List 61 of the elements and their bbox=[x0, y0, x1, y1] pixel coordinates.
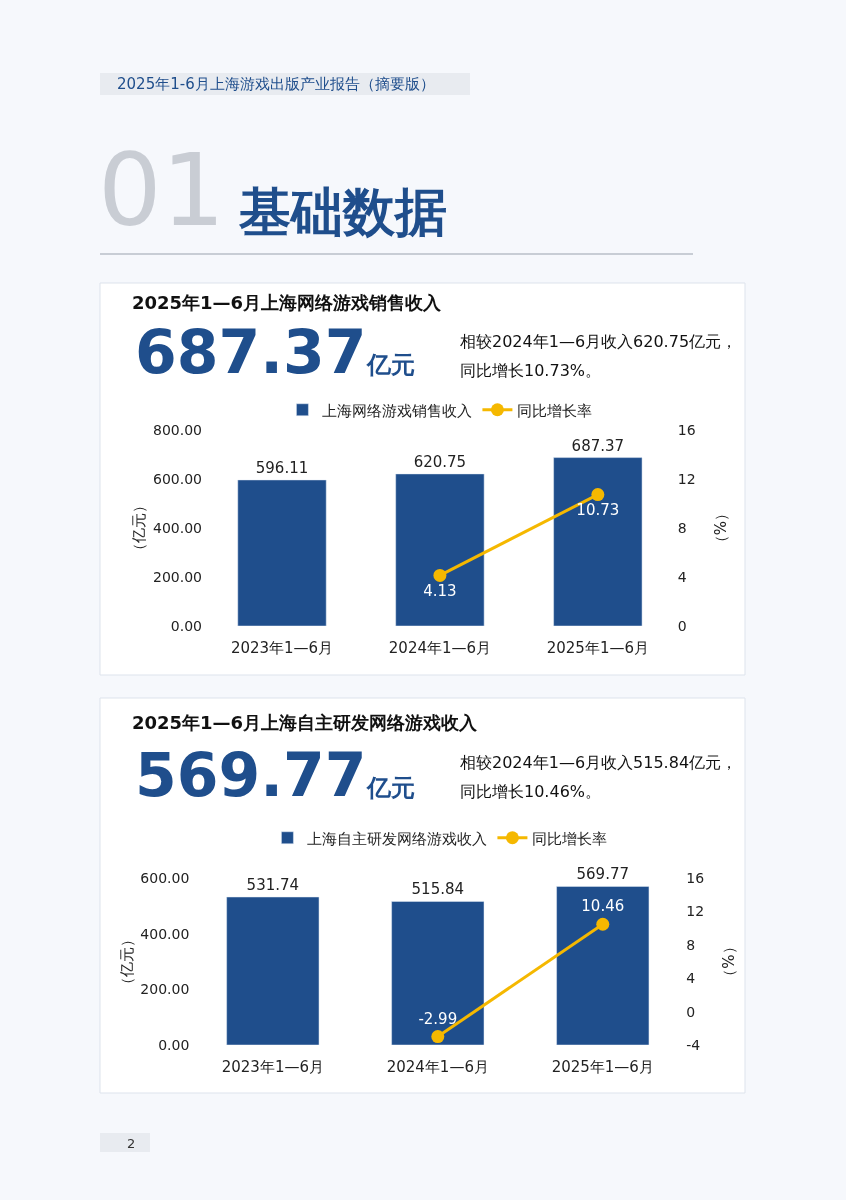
legend-label: 同比增长率 bbox=[517, 401, 593, 420]
text: 687.37亿元 bbox=[135, 317, 415, 387]
y2-tick-label: 4 bbox=[677, 568, 687, 585]
x-tick-label: 2024年1—6月 bbox=[388, 639, 492, 657]
data-label: 10.46 bbox=[581, 897, 625, 916]
x-tick-label: 2025年1—6月 bbox=[546, 639, 649, 657]
y-tick-label: 400.00 bbox=[140, 925, 190, 942]
y2-axis-title: （%） bbox=[720, 939, 739, 984]
x-tick-label: 2023年1—6月 bbox=[230, 639, 334, 657]
y-tick-label: 600.00 bbox=[153, 470, 203, 487]
chart-title: 2025年1—6月上海网络游戏销售收入 bbox=[132, 292, 443, 313]
y-tick-label: 400.00 bbox=[153, 519, 203, 536]
y-axis-title: （亿元） bbox=[117, 931, 136, 992]
text: 同比增长10.46%。 bbox=[460, 782, 602, 801]
text: 基础数据 bbox=[238, 182, 447, 242]
y2-axis-title: （%） bbox=[711, 505, 730, 551]
legend-label: 上海网络游戏销售收入 bbox=[322, 401, 473, 420]
data-label: 531.74 bbox=[246, 876, 300, 894]
data-label: 515.84 bbox=[411, 880, 465, 899]
bar bbox=[556, 886, 650, 1045]
data-label: 687.37 bbox=[571, 436, 625, 455]
y2-tick-label: 4 bbox=[686, 970, 696, 987]
y-tick-label: 200.00 bbox=[153, 568, 203, 585]
y-tick-label: 0.00 bbox=[170, 617, 203, 634]
bar bbox=[237, 479, 327, 626]
y2-tick-label: 16 bbox=[677, 421, 696, 438]
text: 2 bbox=[127, 1136, 136, 1151]
y2-tick-label: 8 bbox=[686, 936, 696, 953]
y2-tick-label: 12 bbox=[677, 470, 696, 487]
data-label: 569.77 bbox=[576, 865, 630, 884]
y-axis-title: （亿元） bbox=[130, 498, 149, 558]
text: 同比增长10.73%。 bbox=[460, 361, 602, 380]
chart-title: 2025年1—6月上海自主研发网络游戏收入 bbox=[132, 712, 479, 733]
data-label: -2.99 bbox=[418, 1009, 458, 1028]
text: 相较2024年1—6月收入515.84亿元， bbox=[460, 753, 738, 772]
bar bbox=[553, 457, 643, 626]
x-tick-label: 2023年1—6月 bbox=[221, 1058, 324, 1076]
data-label: 10.73 bbox=[576, 500, 620, 519]
data-label: 620.75 bbox=[413, 452, 467, 471]
y-tick-label: 0.00 bbox=[158, 1036, 190, 1053]
y-tick-label: 200.00 bbox=[140, 981, 190, 998]
y2-tick-label: 0 bbox=[686, 1003, 696, 1020]
data-label: 596.11 bbox=[255, 458, 309, 477]
legend-label: 同比增长率 bbox=[532, 829, 608, 848]
y2-tick-label: 0 bbox=[677, 617, 687, 634]
data-label: 4.13 bbox=[423, 581, 457, 600]
bar bbox=[226, 896, 320, 1045]
y2-tick-label: 16 bbox=[686, 869, 705, 886]
y2-tick-label: 12 bbox=[686, 903, 705, 920]
y2-tick-label: -4 bbox=[686, 1036, 701, 1053]
bar bbox=[391, 901, 485, 1045]
legend-label: 上海自主研发网络游戏收入 bbox=[307, 829, 488, 848]
y2-tick-label: 8 bbox=[677, 519, 687, 536]
y-tick-label: 600.00 bbox=[140, 869, 190, 886]
x-tick-label: 2025年1—6月 bbox=[551, 1058, 654, 1076]
text: 相较2024年1—6月收入620.75亿元， bbox=[460, 332, 738, 351]
text: 2025年1-6月上海游戏出版产业报告（摘要版） bbox=[117, 75, 435, 93]
bar bbox=[395, 473, 485, 626]
x-tick-label: 2024年1—6月 bbox=[386, 1058, 489, 1076]
y-tick-label: 800.00 bbox=[153, 421, 203, 438]
text: 569.77亿元 bbox=[135, 740, 415, 810]
